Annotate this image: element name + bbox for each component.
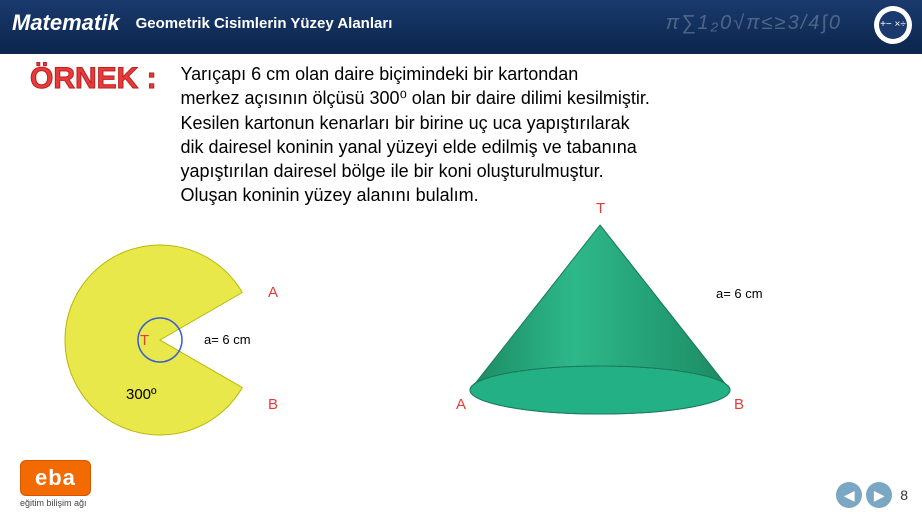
content-area: ÖRNEK : Yarıçapı 6 cm olan daire biçimin… (0, 54, 922, 208)
label-angle: 300º (126, 386, 157, 403)
problem-text: Yarıçapı 6 cm olan daire biçimindeki bir… (180, 62, 860, 208)
page-topic: Geometrik Cisimlerin Yüzey Alanları (136, 15, 393, 32)
page-number: 8 (900, 487, 908, 503)
prev-button[interactable]: ◀ (836, 482, 862, 508)
math-decor: π∑1₂0√π≤≥3/4∫0 (666, 0, 842, 46)
next-button[interactable]: ▶ (866, 482, 892, 508)
label-radius: a= 6 cm (204, 332, 251, 347)
label-A: A (268, 284, 278, 301)
figure-cone: T A B a= 6 cm (420, 210, 800, 440)
chevron-right-icon: ▶ (874, 487, 885, 504)
cone-label-B: B (734, 396, 744, 413)
figures-area: A B T 300º a= 6 cm T A B a= (0, 220, 922, 440)
brand-label: Matematik (12, 10, 120, 36)
chevron-left-icon: ◀ (844, 487, 855, 504)
text-line: merkez açısının ölçüsü 300⁰ olan bir dai… (180, 86, 860, 110)
text-line: dik dairesel koninin yanal yüzeyi elde e… (180, 135, 860, 159)
ops-icon-inner: +− ×÷ (879, 11, 907, 39)
label-B: B (268, 396, 278, 413)
nav-controls: ◀ ▶ 8 (836, 482, 908, 508)
footer-logo: eba eğitim bilişim ağı (20, 460, 91, 508)
example-label: ÖRNEK : (30, 62, 176, 96)
label-T: T (140, 332, 149, 349)
eba-logo: eba (20, 460, 91, 496)
text-line: Yarıçapı 6 cm olan daire biçimindeki bir… (180, 62, 860, 86)
header-divider (0, 46, 922, 54)
cone-label-A: A (456, 396, 466, 413)
text-line: Kesilen kartonun kenarları bir birine uç… (180, 111, 860, 135)
cone-label-slant: a= 6 cm (716, 286, 763, 301)
eba-sub: eğitim bilişim ağı (20, 498, 91, 508)
cone-label-T: T (596, 200, 605, 217)
header-bar: Matematik Geometrik Cisimlerin Yüzey Ala… (0, 0, 922, 46)
text-line: Oluşan koninin yüzey alanını bulalım. (180, 183, 860, 207)
ops-icon: +− ×÷ (874, 6, 912, 44)
text-line: yapıştırılan dairesel bölge ile bir koni… (180, 159, 860, 183)
figure-sector: A B T 300º a= 6 cm (40, 230, 320, 440)
